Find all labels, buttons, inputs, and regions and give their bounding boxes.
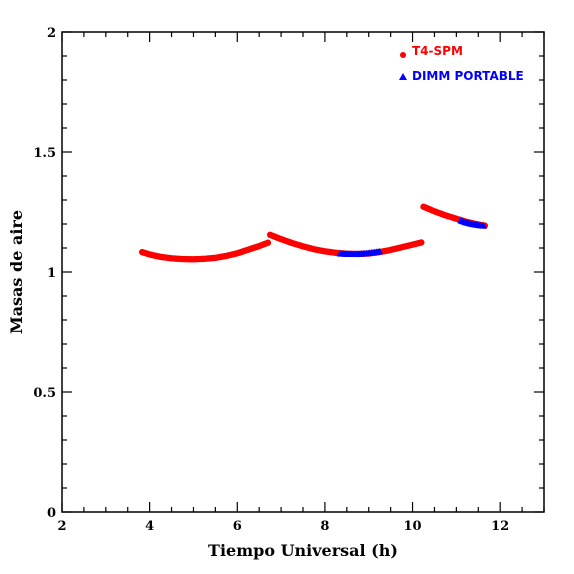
y-tick-label: 2	[47, 26, 56, 41]
legend: T4-SPM DIMM PORTABLE	[399, 44, 524, 83]
data-marks	[138, 203, 489, 263]
y-axis-title: Masas de aire	[7, 210, 26, 334]
x-tick-label: 8	[320, 519, 329, 534]
tick-labels: 2 4 6 8 10 12 0 0.5 1 1.5 2	[33, 26, 509, 534]
data-point	[480, 222, 488, 229]
legend-label-dimm-portable: DIMM PORTABLE	[412, 69, 524, 83]
x-axis-title: Tiempo Universal (h)	[208, 541, 398, 560]
x-tick-label: 10	[403, 519, 421, 534]
plot-frame	[61, 31, 545, 513]
y-tick-label: 1	[47, 266, 56, 281]
legend-label-t4-spm: T4-SPM	[412, 44, 463, 58]
legend-marker-dimm-portable	[399, 73, 407, 80]
x-tick-label: 6	[233, 519, 242, 534]
x-tick-label: 2	[57, 519, 66, 534]
x-tick-label: 12	[491, 519, 509, 534]
data-point	[264, 239, 272, 246]
legend-marker-t4-spm	[400, 52, 406, 58]
series-t4-spm	[138, 203, 489, 263]
series-dimm-portable	[336, 216, 488, 257]
y-tick-label: 0	[47, 506, 56, 521]
x-tick-label: 4	[145, 519, 154, 534]
y-tick-label: 1.5	[33, 146, 56, 161]
data-point	[376, 247, 384, 255]
y-tick-label: 0.5	[33, 386, 56, 401]
data-point	[418, 239, 425, 246]
axis-ticks	[61, 31, 545, 513]
